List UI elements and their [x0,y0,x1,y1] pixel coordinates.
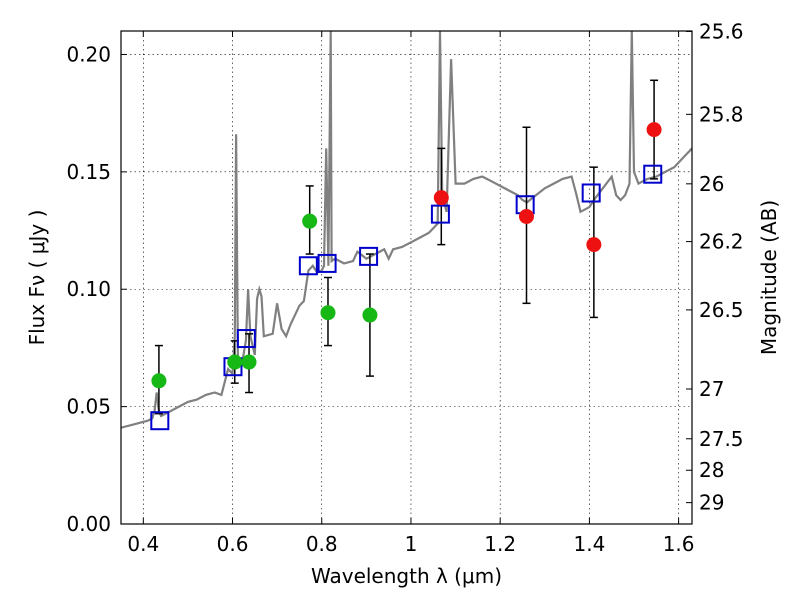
y2-tick-label: 25.8 [699,102,744,126]
x-tick-label: 1.4 [573,532,605,556]
x-tick-label: 1.6 [663,532,695,556]
data-point-red [518,208,534,224]
model-square [581,183,601,203]
data-point-green [320,305,336,321]
data-point-red [433,190,449,206]
model-square [643,164,663,184]
data-point-green [241,354,257,370]
axis-ticks: 0.4 0.6 0.8 1 1.2 1.4 1.6 0.00 0.05 0.10 0.15 0.20 2… [66,19,743,556]
y2-tick-label: 26 [699,172,724,196]
y2-tick-label: 28 [699,458,724,482]
data-point-green [227,354,243,370]
model-square [359,246,379,266]
data-point-green [151,373,167,389]
y2-tick-label: 26.2 [699,230,744,254]
x-tick-label: 0.4 [127,532,159,556]
grid-lines [121,31,692,525]
y2-tick-label: 27.5 [699,427,744,451]
model-spectrum [121,31,692,429]
y2-axis-title: Magnitude (AB) [757,200,781,355]
y2-tick-label: 27 [699,377,724,401]
model-photometry-squares [150,164,663,431]
data-point-red [586,237,602,253]
plot-frame [120,30,693,525]
y2-tick-label: 26.5 [699,298,744,322]
y2-tick-label: 25.6 [699,19,744,43]
spectrum-line [121,31,692,429]
data-point-green [302,213,318,229]
model-square [236,329,256,349]
model-square [298,256,318,276]
data-point-red [646,122,662,138]
x-tick-label: 1 [405,532,418,556]
model-square [317,253,337,273]
x-axis-title: Wavelength λ (μm) [311,564,502,588]
y2-tick-label: 29 [699,491,724,515]
y-axis-title: Flux Fν ( μJy ) [25,210,49,346]
model-square [150,411,170,431]
y-tick-label: 0.20 [66,42,111,66]
y-tick-label: 0.15 [66,160,111,184]
observed-points [151,122,662,389]
model-square [430,204,450,224]
y-tick-label: 0.10 [66,277,111,301]
x-tick-label: 0.8 [306,532,338,556]
y-tick-label: 0.00 [66,512,111,536]
data-point-green [362,307,378,323]
y-tick-label: 0.05 [66,395,111,419]
x-tick-label: 0.6 [217,532,249,556]
x-tick-label: 1.2 [484,532,516,556]
